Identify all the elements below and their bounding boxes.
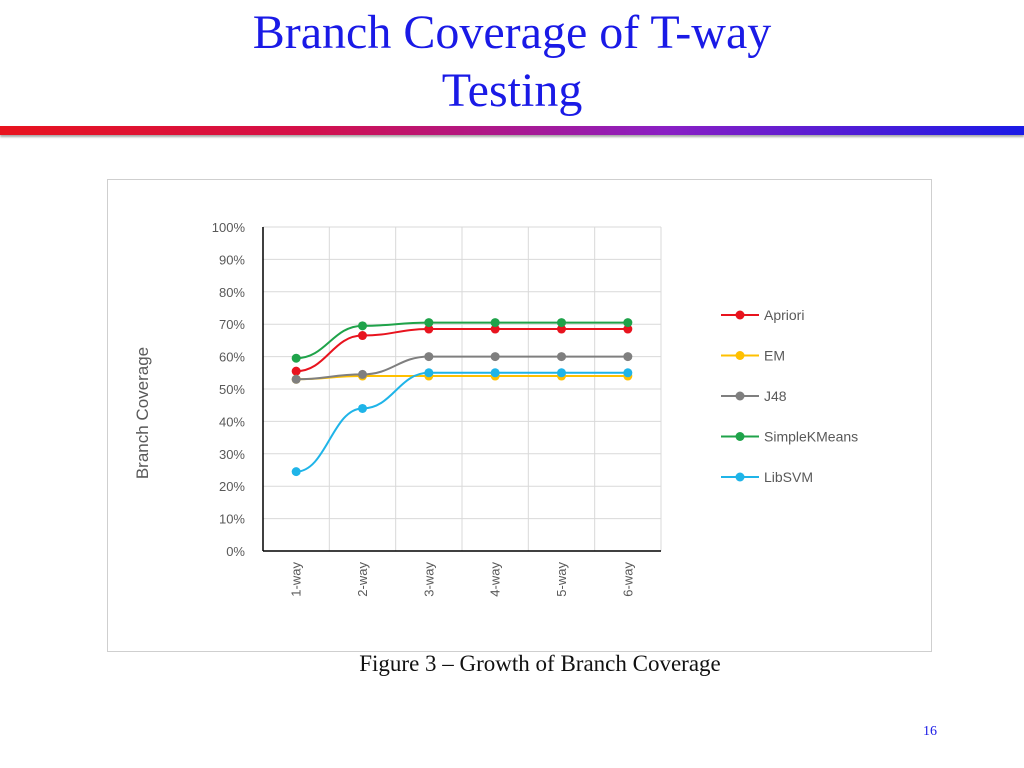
line-chart: 0% 10% 20% 30% 40% 50% 60% 70% 80% 90% 100% 1-way 2-… xyxy=(133,220,858,597)
series-line-simplekmeans xyxy=(296,321,628,360)
data-point-j48 xyxy=(623,352,633,362)
legend-marker-em xyxy=(735,351,745,360)
legend-marker-simplekmeans xyxy=(735,432,745,441)
figure-caption: Figure 3 – Growth of Branch Coverage xyxy=(359,651,721,676)
x-tick-label: 2-way xyxy=(355,562,370,597)
slide-title-line1: Branch Coverage of T-way xyxy=(252,6,772,59)
data-point-simplekmeans xyxy=(358,321,367,331)
y-tick-label: 20% xyxy=(219,479,245,494)
y-tick-label: 10% xyxy=(219,512,245,527)
data-point-simplekmeans xyxy=(557,318,566,328)
legend-marker-j48 xyxy=(735,391,745,401)
legend-label-apriori: Apriori xyxy=(764,307,804,323)
chart-figure: 0% 10% 20% 30% 40% 50% 60% 70% 80% 90% 100% 1-way 2-… xyxy=(107,179,932,652)
data-point-libsvm xyxy=(490,368,500,378)
slide-title-line2: Testing xyxy=(441,64,583,117)
y-tick-label: 30% xyxy=(219,447,245,462)
y-tick-label: 90% xyxy=(219,252,245,267)
data-point-libsvm xyxy=(358,403,367,413)
data-point-apriori xyxy=(358,331,367,341)
y-tick-label: 50% xyxy=(219,382,245,397)
data-point-libsvm xyxy=(557,368,566,378)
series-line-j48 xyxy=(296,355,628,381)
data-point-apriori xyxy=(557,324,566,334)
y-tick-label: 60% xyxy=(219,350,245,365)
legend-label-j48: J48 xyxy=(764,388,787,404)
y-tick-label: 80% xyxy=(219,285,245,300)
title-divider xyxy=(0,126,1024,135)
x-tick-label: 4-way xyxy=(488,562,503,597)
data-point-j48 xyxy=(490,352,500,362)
data-point-simplekmeans xyxy=(291,353,301,363)
y-tick-label: 100% xyxy=(212,220,246,235)
data-point-apriori xyxy=(490,324,500,334)
data-point-apriori xyxy=(424,324,434,334)
data-point-libsvm xyxy=(424,368,434,378)
x-tick-label: 6-way xyxy=(620,562,635,597)
slide-number: 16 xyxy=(923,724,937,739)
y-tick-label: 40% xyxy=(219,414,245,429)
data-point-libsvm xyxy=(623,368,633,378)
data-point-j48 xyxy=(557,352,566,362)
data-point-simplekmeans xyxy=(490,318,500,328)
y-axis-title: Branch Coverage xyxy=(133,347,152,479)
data-point-apriori xyxy=(623,324,633,334)
series-line-em xyxy=(296,375,628,381)
legend-marker-libsvm xyxy=(735,472,745,482)
data-point-j48 xyxy=(291,374,301,384)
data-point-apriori xyxy=(291,366,301,376)
data-point-simplekmeans xyxy=(623,318,633,328)
x-tick-label: 3-way xyxy=(421,562,436,597)
x-tick-label: 5-way xyxy=(554,562,569,597)
y-tick-label: 0% xyxy=(226,544,245,559)
y-tick-label: 70% xyxy=(219,317,245,332)
data-point-j48 xyxy=(424,352,434,362)
series-line-apriori xyxy=(296,328,628,373)
legend-label-simplekmeans: SimpleKMeans xyxy=(764,429,858,445)
legend-label-em: EM xyxy=(764,348,785,364)
x-tick-label: 1-way xyxy=(289,562,304,597)
data-point-simplekmeans xyxy=(424,318,434,328)
data-point-libsvm xyxy=(291,467,301,477)
legend-marker-apriori xyxy=(735,310,745,320)
data-point-j48 xyxy=(358,369,367,379)
legend-label-libsvm: LibSVM xyxy=(764,469,813,485)
slide-title: Branch Coverage of T-way Testing xyxy=(0,4,1024,120)
